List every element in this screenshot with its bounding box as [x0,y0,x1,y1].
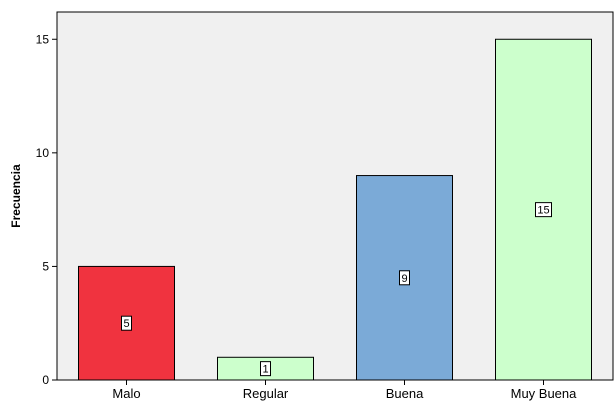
x-tick-label: Muy Buena [511,386,578,401]
data-label-box [535,202,552,218]
y-tick-label: 10 [36,146,50,160]
data-label: 9 [401,273,407,285]
data-label-box [260,361,271,377]
x-tick-label: Buena [386,386,424,401]
y-tick-label: 5 [42,259,49,273]
data-label: 15 [537,205,549,217]
data-label-box [399,270,410,286]
x-tick-label: Malo [112,386,140,401]
data-label: 1 [262,364,268,376]
y-tick-label: 15 [36,32,50,46]
data-label: 5 [123,318,129,330]
x-tick-label: Regular [243,386,289,401]
y-tick-label: 0 [42,373,49,387]
y-axis-label: Frecuencia [9,164,23,228]
data-label-box [121,315,132,331]
